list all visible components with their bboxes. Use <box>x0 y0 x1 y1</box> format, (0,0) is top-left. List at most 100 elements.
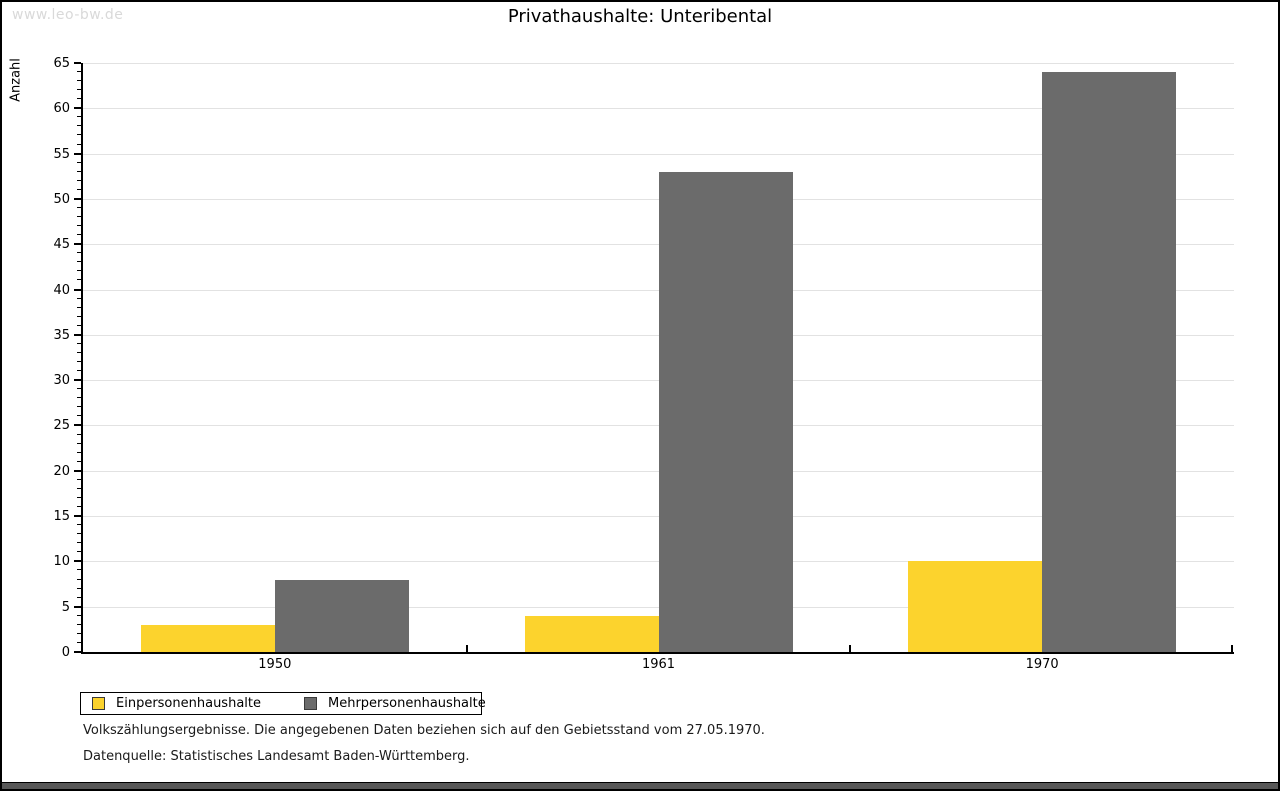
y-tick-label: 30 <box>53 373 70 389</box>
y-tick-label: 45 <box>53 237 70 253</box>
y-tick-label: 40 <box>53 282 70 298</box>
y-minor-tick <box>77 351 81 353</box>
y-minor-tick <box>77 206 81 208</box>
chart-title: Privathaushalte: Unteribental <box>507 6 773 27</box>
y-tick-label: 10 <box>53 554 70 570</box>
y-major-tick <box>74 333 81 336</box>
y-major-tick <box>74 62 81 64</box>
legend-item-einpersonenhaushalte: Einpersonenhaushalte <box>92 696 261 711</box>
y-axis-title: Anzahl <box>8 58 24 102</box>
y-minor-tick <box>77 306 81 308</box>
gridline <box>83 153 1234 155</box>
y-minor-tick <box>77 71 81 73</box>
bar-einpersonenhaushalte-1950 <box>140 625 275 652</box>
y-minor-tick <box>77 370 81 372</box>
y-minor-tick <box>77 623 81 625</box>
y-minor-tick <box>77 279 81 281</box>
legend-label: Einpersonenhaushalte <box>116 696 261 711</box>
y-major-tick <box>74 469 81 472</box>
y-tick-label: 20 <box>53 463 70 479</box>
y-major-tick <box>74 560 81 563</box>
y-minor-tick <box>77 216 81 218</box>
y-minor-tick <box>77 542 81 544</box>
y-minor-tick <box>77 170 81 172</box>
y-major-tick <box>74 152 81 155</box>
y-minor-tick <box>77 551 81 553</box>
y-major-tick <box>74 651 81 653</box>
y-tick-label: 65 <box>53 56 70 71</box>
footnote-source-note: Volkszählungsergebnisse. Die angegebenen… <box>83 723 765 738</box>
bottom-bar <box>2 782 1278 789</box>
y-minor-tick <box>77 487 81 489</box>
y-tick-label: 0 <box>61 645 70 660</box>
y-minor-tick <box>77 506 81 507</box>
x-tick-label: 1970 <box>1025 657 1059 672</box>
y-minor-tick <box>77 614 81 616</box>
y-minor-tick <box>77 297 81 299</box>
y-minor-tick <box>77 533 81 535</box>
y-minor-tick <box>77 125 81 127</box>
y-major-tick <box>74 243 81 246</box>
y-major-tick <box>74 379 81 382</box>
y-minor-tick <box>77 225 81 227</box>
legend: Einpersonenhaushalte Mehrpersonenhaushal… <box>80 692 486 715</box>
y-minor-tick <box>77 188 81 190</box>
y-minor-tick <box>77 116 81 118</box>
y-minor-tick <box>77 80 81 82</box>
y-tick-label: 15 <box>53 509 70 525</box>
y-minor-tick <box>77 569 81 571</box>
y-minor-tick <box>77 433 81 435</box>
y-major-tick <box>74 605 81 608</box>
bar-einpersonenhaushalte-1961 <box>524 616 659 652</box>
x-tick-label: 1961 <box>641 657 676 672</box>
y-minor-tick <box>77 388 81 390</box>
y-minor-tick <box>77 315 81 317</box>
y-minor-tick <box>77 342 81 344</box>
y-minor-tick <box>77 89 81 91</box>
bar-mehrpersonenhaushalte-1950 <box>274 580 409 652</box>
y-tick-label: 60 <box>53 101 70 117</box>
y-minor-tick <box>77 261 81 263</box>
x-boundary-tick <box>465 645 468 652</box>
y-minor-tick <box>77 596 81 598</box>
gridline <box>83 63 1234 64</box>
y-tick-label: 35 <box>53 327 70 343</box>
y-minor-tick <box>77 406 81 408</box>
y-minor-tick <box>77 460 81 462</box>
bar-einpersonenhaushalte-1970 <box>908 561 1043 652</box>
y-tick-label: 50 <box>53 191 70 207</box>
y-minor-tick <box>77 134 81 136</box>
y-minor-tick <box>77 478 81 480</box>
y-minor-tick <box>77 587 81 589</box>
x-boundary-tick <box>1231 645 1233 652</box>
y-minor-tick <box>77 496 81 498</box>
y-minor-tick <box>77 143 81 145</box>
y-minor-tick <box>77 524 81 526</box>
y-major-tick <box>74 197 81 200</box>
y-minor-tick <box>77 578 81 580</box>
y-minor-tick <box>77 641 81 643</box>
y-minor-tick <box>77 397 81 399</box>
y-tick-label: 5 <box>61 599 70 615</box>
y-major-tick <box>74 515 81 518</box>
y-minor-tick <box>77 161 81 163</box>
y-minor-tick <box>77 442 81 444</box>
y-major-tick <box>74 107 81 110</box>
bar-mehrpersonenhaushalte-1961 <box>658 172 793 652</box>
y-minor-tick <box>77 451 81 453</box>
y-minor-tick <box>77 270 81 272</box>
y-minor-tick <box>77 324 81 326</box>
watermark: www.leo-bw.de <box>12 7 124 23</box>
y-minor-tick <box>77 632 81 634</box>
legend-swatch-yellow <box>92 697 105 710</box>
x-boundary-tick <box>849 645 852 652</box>
bar-mehrpersonenhaushalte-1970 <box>1042 72 1177 652</box>
x-tick-label: 1950 <box>258 657 292 672</box>
gridline <box>83 108 1234 110</box>
y-minor-tick <box>77 98 81 100</box>
y-minor-tick <box>77 179 81 181</box>
legend-item-mehrpersonenhaushalte: Mehrpersonenhaushalte <box>304 696 486 711</box>
plot-area: 0 5 10 15 20 25 30 35 40 45 50 55 60 65 1950 1961 1970 <box>53 57 1234 672</box>
y-minor-tick <box>77 252 81 254</box>
